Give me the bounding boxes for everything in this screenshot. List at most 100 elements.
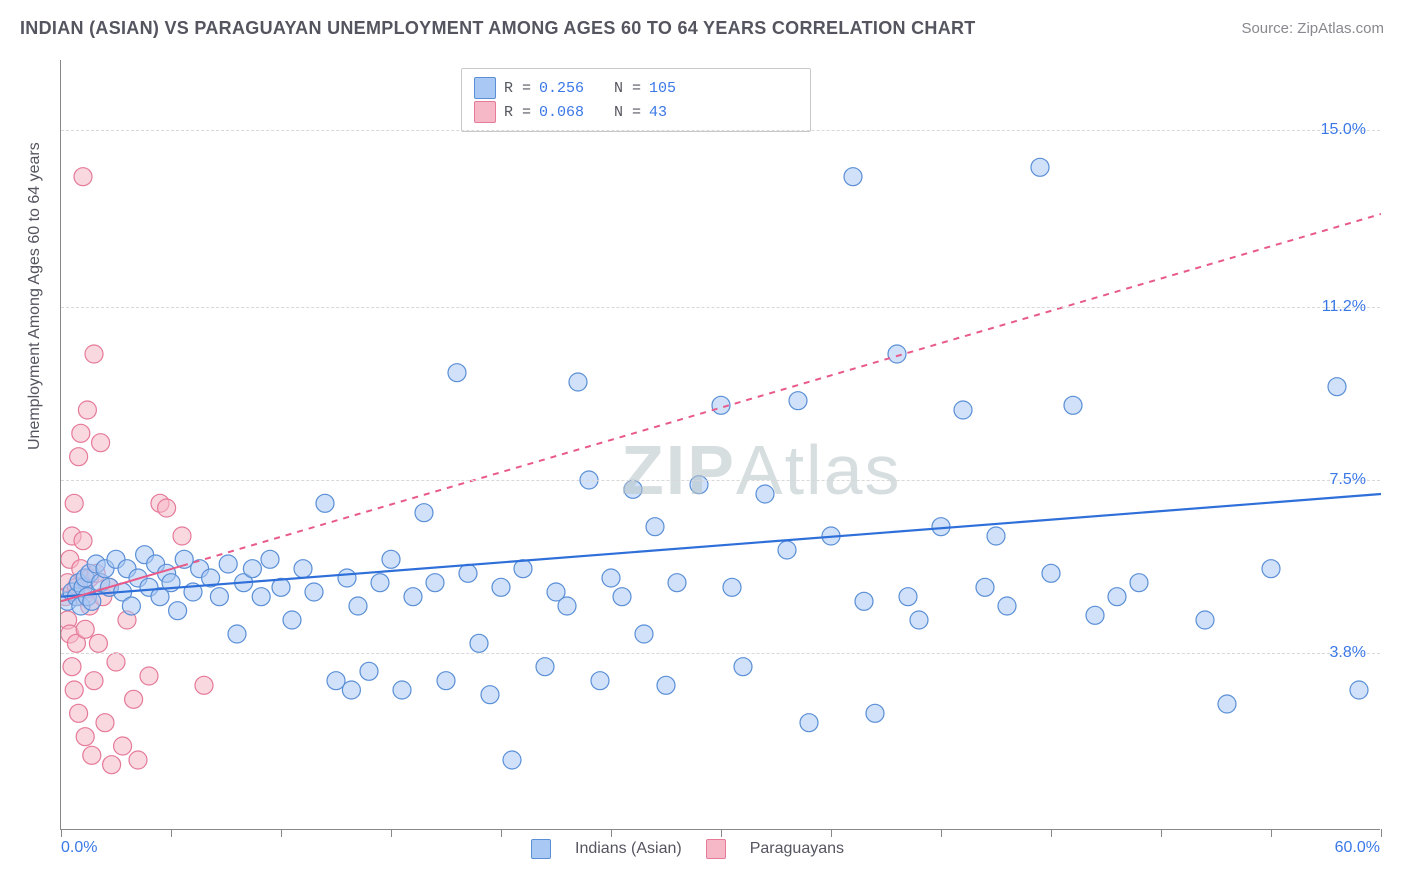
data-point — [140, 667, 158, 685]
data-point — [1196, 611, 1214, 629]
legend-r-label: R = — [504, 104, 531, 121]
data-point — [338, 569, 356, 587]
legend-swatch — [531, 839, 551, 859]
gridline — [61, 480, 1380, 481]
data-point — [481, 686, 499, 704]
data-point — [371, 574, 389, 592]
data-point — [1042, 564, 1060, 582]
data-point — [899, 588, 917, 606]
data-point — [1350, 681, 1368, 699]
x-tick — [391, 829, 392, 837]
data-point — [954, 401, 972, 419]
y-tick-label: 3.8% — [1330, 644, 1366, 662]
x-tick — [1381, 829, 1382, 837]
data-point — [210, 588, 228, 606]
data-point — [96, 714, 114, 732]
data-point — [723, 578, 741, 596]
trend-line-dashed — [182, 214, 1381, 566]
source-attribution: Source: ZipAtlas.com — [1241, 20, 1384, 37]
y-tick-label: 7.5% — [1330, 471, 1366, 489]
data-point — [114, 737, 132, 755]
data-point — [89, 634, 107, 652]
legend-row: R = 0.068 N = 43 — [474, 101, 798, 123]
data-point — [70, 704, 88, 722]
data-point — [976, 578, 994, 596]
data-point — [888, 345, 906, 363]
data-point — [591, 672, 609, 690]
data-point — [360, 662, 378, 680]
data-point — [800, 714, 818, 732]
data-point — [252, 588, 270, 606]
data-point — [173, 527, 191, 545]
data-point — [1218, 695, 1236, 713]
correlation-legend: R =0.256N =105R =0.068N = 43 — [461, 68, 811, 132]
legend-n-label: N = — [614, 104, 641, 121]
data-point — [103, 756, 121, 774]
data-point — [195, 676, 213, 694]
data-point — [536, 658, 554, 676]
data-point — [63, 658, 81, 676]
legend-n-value: 43 — [649, 104, 667, 121]
data-point — [690, 476, 708, 494]
x-axis-end-label: 60.0% — [1335, 839, 1380, 857]
data-point — [448, 364, 466, 382]
data-point — [78, 401, 96, 419]
data-point — [70, 448, 88, 466]
legend-r-value: 0.256 — [539, 80, 584, 97]
data-point — [316, 494, 334, 512]
chart-title: INDIAN (ASIAN) VS PARAGUAYAN UNEMPLOYMEN… — [20, 18, 976, 39]
data-point — [998, 597, 1016, 615]
scatter-plot-svg — [61, 60, 1381, 830]
data-point — [470, 634, 488, 652]
data-point — [158, 499, 176, 517]
data-point — [107, 653, 125, 671]
x-tick — [171, 829, 172, 837]
y-tick-label: 11.2% — [1322, 298, 1366, 316]
data-point — [668, 574, 686, 592]
data-point — [72, 424, 90, 442]
legend-series-label: Indians (Asian) — [575, 840, 682, 858]
data-point — [125, 690, 143, 708]
data-point — [602, 569, 620, 587]
data-point — [426, 574, 444, 592]
x-tick — [1161, 829, 1162, 837]
data-point — [635, 625, 653, 643]
data-point — [243, 560, 261, 578]
data-point — [910, 611, 928, 629]
legend-n-label: N = — [614, 80, 641, 97]
data-point — [219, 555, 237, 573]
y-axis-label: Unemployment Among Ages 60 to 64 years — [26, 142, 44, 450]
data-point — [76, 728, 94, 746]
data-point — [261, 550, 279, 568]
legend-r-value: 0.068 — [539, 104, 584, 121]
x-tick — [501, 829, 502, 837]
data-point — [228, 625, 246, 643]
data-point — [492, 578, 510, 596]
data-point — [756, 485, 774, 503]
data-point — [283, 611, 301, 629]
data-point — [92, 434, 110, 452]
series-legend: Indians (Asian)Paraguayans — [531, 839, 844, 859]
data-point — [987, 527, 1005, 545]
data-point — [85, 672, 103, 690]
data-point — [169, 602, 187, 620]
legend-swatch — [474, 77, 496, 99]
data-point — [122, 597, 140, 615]
data-point — [789, 392, 807, 410]
data-point — [74, 532, 92, 550]
chart-area: R =0.256N =105R =0.068N = 43 ZIPAtlas In… — [60, 60, 1380, 830]
data-point — [1031, 158, 1049, 176]
data-point — [393, 681, 411, 699]
x-tick — [1271, 829, 1272, 837]
data-point — [65, 681, 83, 699]
data-point — [778, 541, 796, 559]
x-tick — [61, 829, 62, 837]
y-tick-label: 15.0% — [1321, 121, 1366, 139]
data-point — [83, 746, 101, 764]
data-point — [85, 345, 103, 363]
data-point — [74, 168, 92, 186]
data-point — [503, 751, 521, 769]
data-point — [415, 504, 433, 522]
data-point — [624, 480, 642, 498]
data-point — [1262, 560, 1280, 578]
